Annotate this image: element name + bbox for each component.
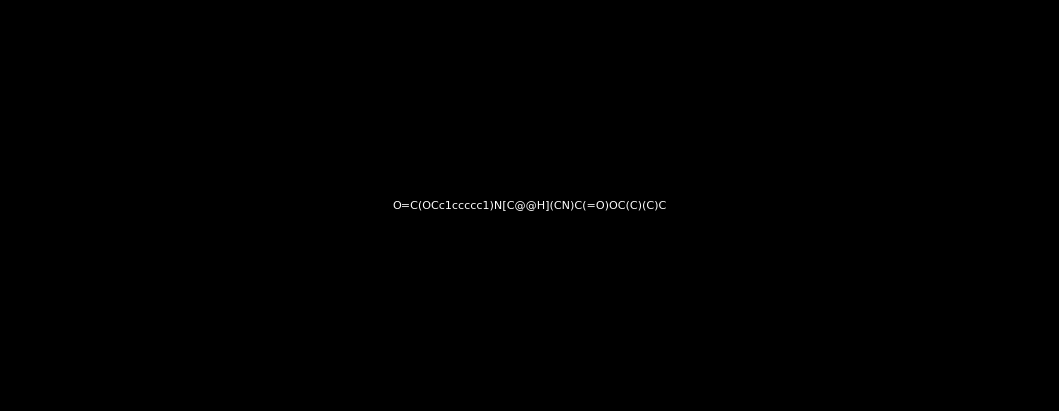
Text: O=C(OCc1ccccc1)N[C@@H](CN)C(=O)OC(C)(C)C: O=C(OCc1ccccc1)N[C@@H](CN)C(=O)OC(C)(C)C <box>393 201 666 210</box>
